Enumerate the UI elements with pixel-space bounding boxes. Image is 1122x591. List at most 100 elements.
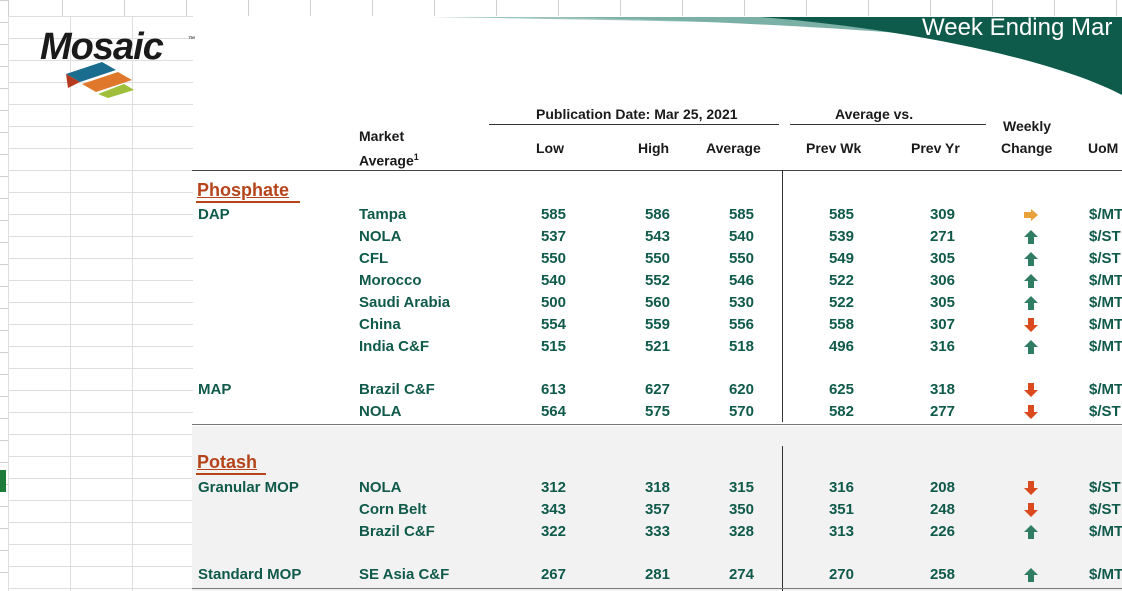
row-average: 546 — [728, 272, 754, 289]
row-low: 554 — [540, 316, 566, 333]
section-phosphate: Phosphate — [197, 180, 290, 200]
row-average: 328 — [728, 523, 754, 540]
section-potash: Potash — [197, 452, 258, 472]
row-prev-wk: 549 — [828, 250, 854, 267]
row-high: 281 — [644, 566, 670, 583]
row-prev-yr: 277 — [929, 403, 955, 420]
row-low: 515 — [540, 338, 566, 355]
row-prev-wk: 585 — [828, 206, 854, 223]
row-low: 537 — [540, 228, 566, 245]
row-uom: $/ST — [1089, 403, 1121, 420]
row-average: 274 — [728, 566, 754, 583]
arrow-up-icon — [1024, 525, 1038, 539]
market-average-text: Average — [359, 152, 414, 169]
row-high: 333 — [644, 523, 670, 540]
row-uom: $/ST — [1089, 250, 1121, 267]
row-market: India C&F — [359, 338, 429, 355]
row-prev-yr: 305 — [929, 250, 955, 267]
col-prev-yr: Prev Yr — [911, 140, 960, 156]
phosphate-underline — [196, 201, 300, 203]
row-prev-yr: 248 — [929, 501, 955, 518]
row-low: 267 — [540, 566, 566, 583]
row-uom: $/MT — [1089, 294, 1122, 311]
sheet-gridlines — [8, 16, 193, 591]
row-prev-yr: 226 — [929, 523, 955, 540]
potash-underline — [196, 473, 266, 475]
logo-wordmark: Mosaic — [40, 26, 164, 68]
row-high: 575 — [644, 403, 670, 420]
row-prev-wk: 351 — [828, 501, 854, 518]
row-market: Morocco — [359, 272, 422, 289]
arrow-up-icon — [1024, 230, 1038, 244]
row-high: 357 — [644, 501, 670, 518]
vertical-divider-phosphate — [782, 170, 783, 422]
row-average: 350 — [728, 501, 754, 518]
header-divider — [192, 170, 1122, 171]
row-prev-yr: 309 — [929, 206, 955, 223]
row-prev-wk: 496 — [828, 338, 854, 355]
row-low: 343 — [540, 501, 566, 518]
arrow-up-icon — [1024, 568, 1038, 582]
row-low: 322 — [540, 523, 566, 540]
row-market: Tampa — [359, 206, 407, 223]
row-average: 540 — [728, 228, 754, 245]
row-market: China — [359, 316, 401, 333]
row-low: 564 — [540, 403, 566, 420]
row-prev-yr: 208 — [929, 479, 955, 496]
row-market: NOLA — [359, 479, 402, 496]
bottom-divider — [192, 588, 1122, 589]
row-average: 585 — [728, 206, 754, 223]
row-average: 530 — [728, 294, 754, 311]
row-high: 550 — [644, 250, 670, 267]
arrow-down-icon — [1024, 405, 1038, 419]
mosaic-logo: Mosaic ™ — [40, 26, 200, 98]
row-prev-wk: 539 — [828, 228, 854, 245]
row-prev-yr: 258 — [929, 566, 955, 583]
pub-date-underline — [489, 124, 779, 125]
row-average: 518 — [728, 338, 754, 355]
average-vs-underline — [790, 124, 986, 125]
row-low: 312 — [540, 479, 566, 496]
row-uom: $/MT — [1089, 316, 1122, 333]
arrow-up-icon — [1024, 296, 1038, 310]
row-average: 550 — [728, 250, 754, 267]
row-prev-yr: 271 — [929, 228, 955, 245]
section-divider — [192, 424, 1122, 425]
col-uom: UoM — [1088, 140, 1119, 156]
row-market: SE Asia C&F — [359, 566, 450, 583]
row-uom: $/MT — [1089, 338, 1122, 355]
row-market: NOLA — [359, 403, 402, 420]
average-vs-label: Average vs. — [835, 106, 914, 122]
row-prev-yr: 307 — [929, 316, 955, 333]
arrow-up-icon — [1024, 340, 1038, 354]
row-low: 585 — [540, 206, 566, 223]
market-average-label: Market — [359, 128, 405, 144]
row-prev-wk: 522 — [828, 294, 854, 311]
vertical-divider-potash — [782, 446, 783, 591]
footnote-marker: 1 — [413, 152, 419, 162]
row-market: Saudi Arabia — [359, 294, 451, 311]
row-uom: $/MT — [1089, 272, 1122, 289]
arrow-up-icon — [1024, 274, 1038, 288]
row-average: 556 — [728, 316, 754, 333]
row-prev-yr: 316 — [929, 338, 955, 355]
row-low: 500 — [540, 294, 566, 311]
row-high: 560 — [644, 294, 670, 311]
row-uom: $/MT — [1089, 381, 1122, 398]
row-uom: $/ST — [1089, 501, 1121, 518]
row-low: 550 — [540, 250, 566, 267]
row-average: 620 — [728, 381, 754, 398]
row-uom: $/MT — [1089, 523, 1122, 540]
group-granular-mop: Granular MOP — [198, 479, 299, 496]
row-high: 552 — [644, 272, 670, 289]
row-prev-wk: 313 — [828, 523, 854, 540]
row-market: NOLA — [359, 228, 402, 245]
group-dap: DAP — [198, 206, 230, 223]
group-standard-mop: Standard MOP — [198, 566, 302, 583]
row-average: 315 — [728, 479, 754, 496]
row-low: 540 — [540, 272, 566, 289]
row-prev-yr: 305 — [929, 294, 955, 311]
col-weekly: Weekly — [1003, 118, 1051, 134]
row-market: Brazil C&F — [359, 523, 435, 540]
row-average: 570 — [728, 403, 754, 420]
